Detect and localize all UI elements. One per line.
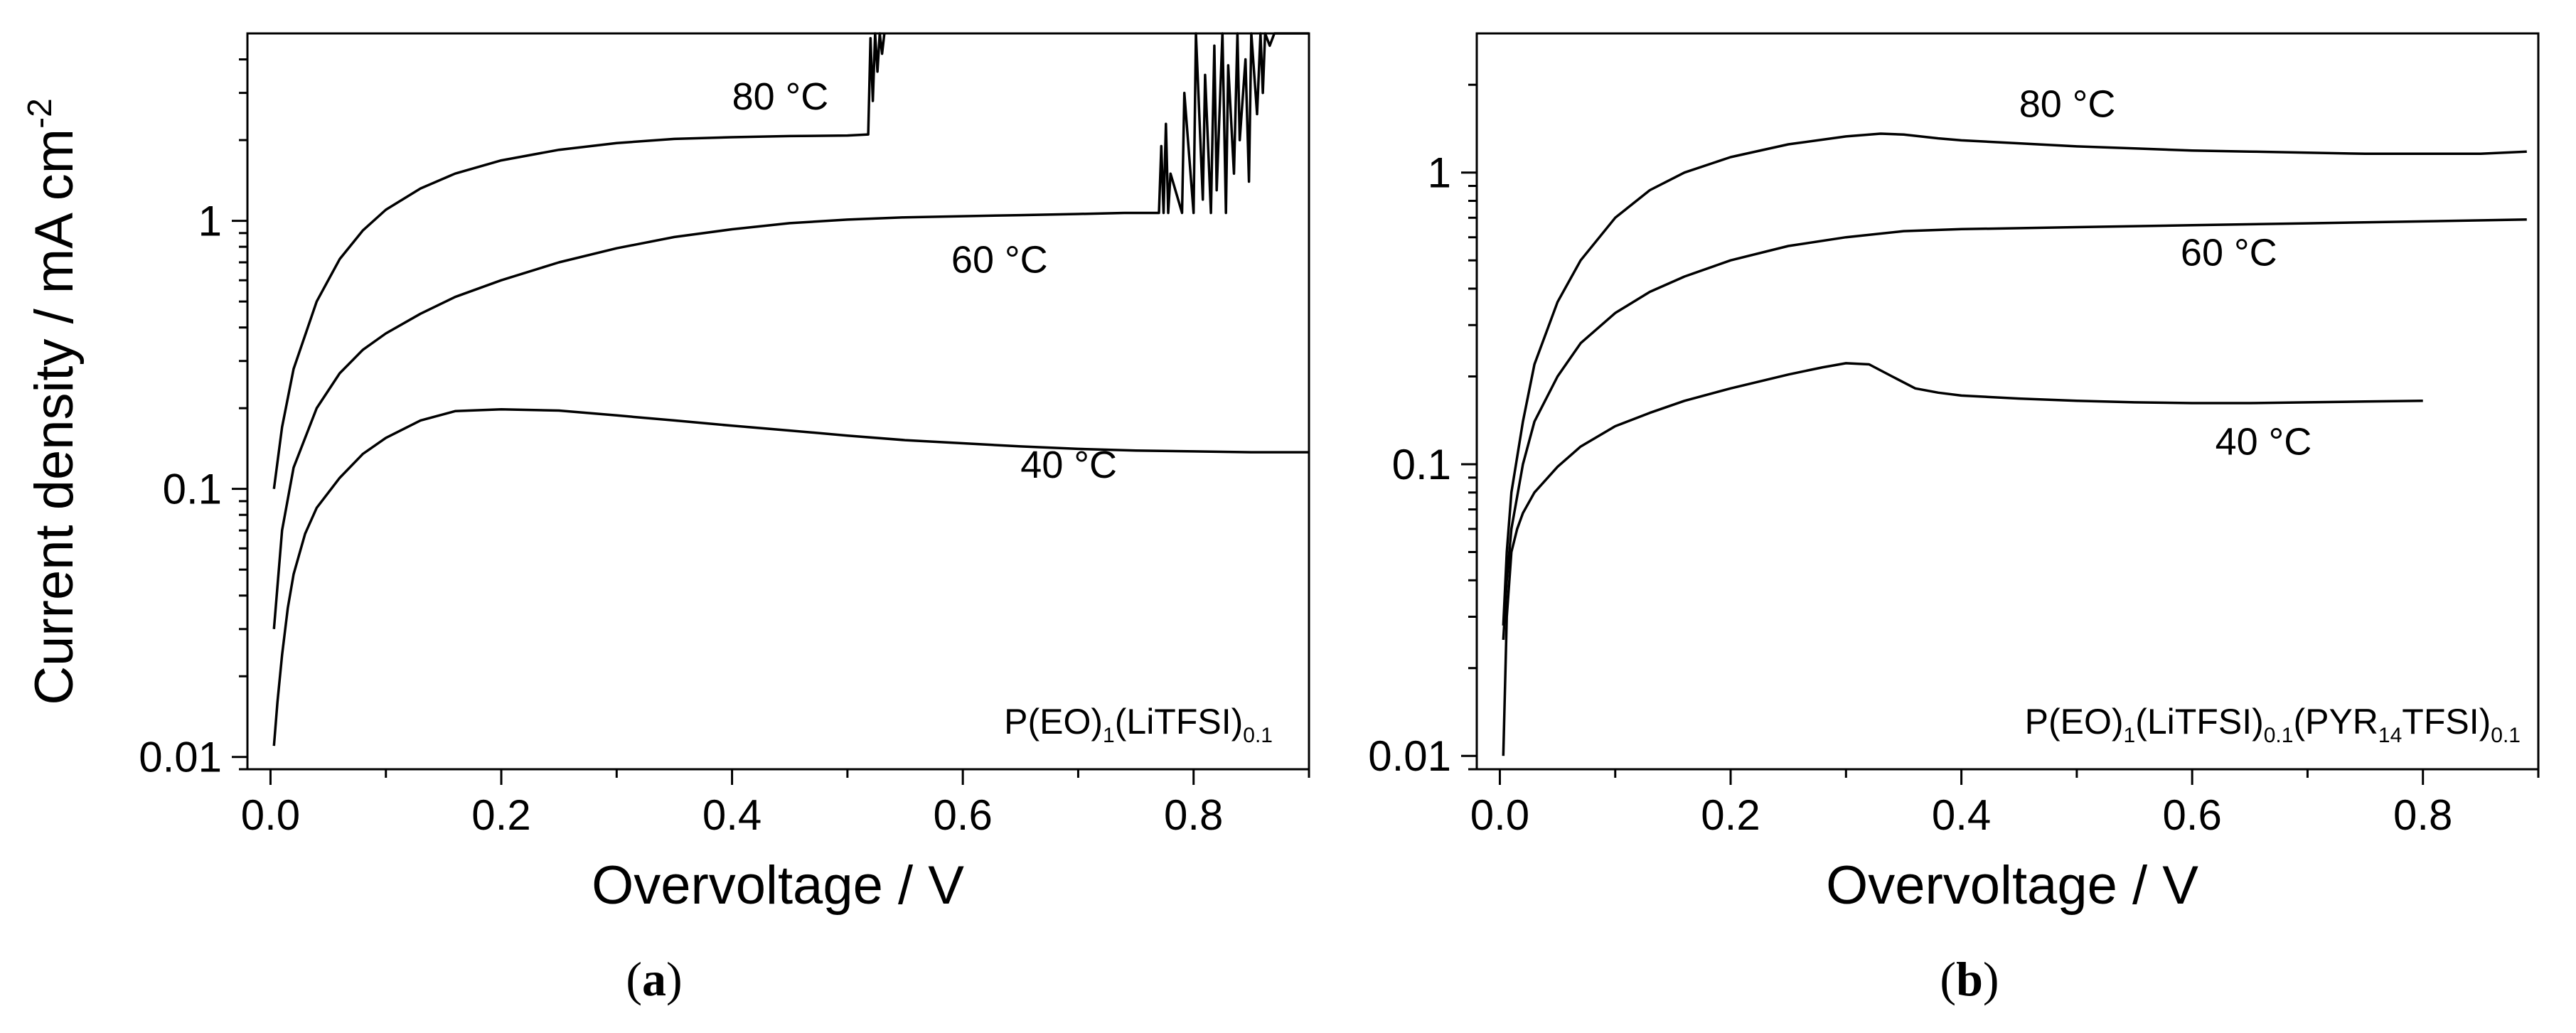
panel-a-curves: [272, 32, 1309, 746]
panel-a-x-axis-title: Overvoltage / V: [592, 855, 964, 916]
panel-b-curve-labels: 80 °C 60 °C 40 °C: [2019, 83, 2312, 464]
panel-b-x-tick-label: 0.6: [2162, 791, 2221, 839]
panel-b: 0.0 0.2 0.4 0.6 0.80.010.11 80 °C60 °C40 °C …: [1368, 32, 2540, 1006]
panel-b-x-tick-label: 0.2: [1701, 791, 1760, 839]
panel-a-x-tick-label: 0.4: [702, 791, 761, 839]
panel-b-y-tick-label: 0.1: [1392, 441, 1451, 488]
panel-a-y-tick-label: 0.01: [139, 734, 222, 781]
panel-b-y-tick-label: 0.01: [1368, 732, 1451, 780]
panel-a-y-tick-label: 1: [198, 198, 222, 245]
panel-a-curve-80c: [272, 32, 886, 489]
panel-b-y-tick-label: 1: [1428, 149, 1451, 197]
panel-b-curves: [1502, 132, 2527, 756]
panel-a-label-40c: 40 °C: [1020, 444, 1117, 486]
panel-b-curve-80c: [1502, 132, 2527, 626]
panel-a-composition-label: P(EO)1(LiTFSI)0.1: [1004, 702, 1273, 747]
panel-b-curve-40c: [1502, 362, 2423, 756]
panel-a-x-tick-label: 0.6: [933, 791, 992, 839]
panel-a-curve-40c: [272, 408, 1309, 746]
panel-a-plot-frame: [246, 32, 1310, 771]
panel-a-label-60c: 60 °C: [951, 239, 1048, 282]
panel-b-x-tick-label: 0.8: [2393, 791, 2452, 839]
panel-b-x-tick-label: 0.0: [1470, 791, 1529, 839]
panel-b-x-axis-title: Overvoltage / V: [1826, 855, 2198, 916]
panel-a-label-80c: 80 °C: [732, 75, 829, 118]
panel-b-label-60c: 60 °C: [2181, 232, 2277, 274]
panel-b-label-80c: 80 °C: [2019, 83, 2116, 126]
panel-a-caption: (a): [626, 952, 682, 1006]
panel-b-x-tick-label: 0.4: [1932, 791, 1991, 839]
panel-b-ticks: 0.0 0.2 0.4 0.6 0.8 0.01 0.1 1: [1368, 83, 2540, 839]
panel-a-x-tick-label: 0.8: [1164, 791, 1223, 839]
panel-a-x-tick-label: 0.2: [471, 791, 530, 839]
panel-b-curve-60c: [1502, 218, 2527, 641]
panel-a-x-tick-label: 0.0: [241, 791, 300, 839]
panel-b-caption: (b): [1940, 952, 1999, 1006]
panel-a-curve-60c: [272, 32, 1309, 629]
panel-a-y-tick-label: 0.1: [163, 466, 222, 513]
panel-b-composition-label: P(EO)1(LiTFSI)0.1(PYR14TFSI)0.1: [2025, 702, 2521, 747]
panel-b-plot-frame: [1475, 32, 2540, 771]
panel-a: 0.0 0.2 0.4 0.6 0.80.010.11 80 °C60 °C40 °C …: [21, 32, 1310, 1006]
panel-b-label-40c: 40 °C: [2216, 420, 2312, 463]
panel-a-ticks: 0.0 0.2 0.4 0.6 0.8 0.01 0.1 1: [139, 58, 1310, 839]
panel-a-curve-labels: 80 °C 60 °C 40 °C: [732, 75, 1117, 486]
panel-a-y-axis-title: Current density / mA cm-2: [21, 98, 85, 705]
